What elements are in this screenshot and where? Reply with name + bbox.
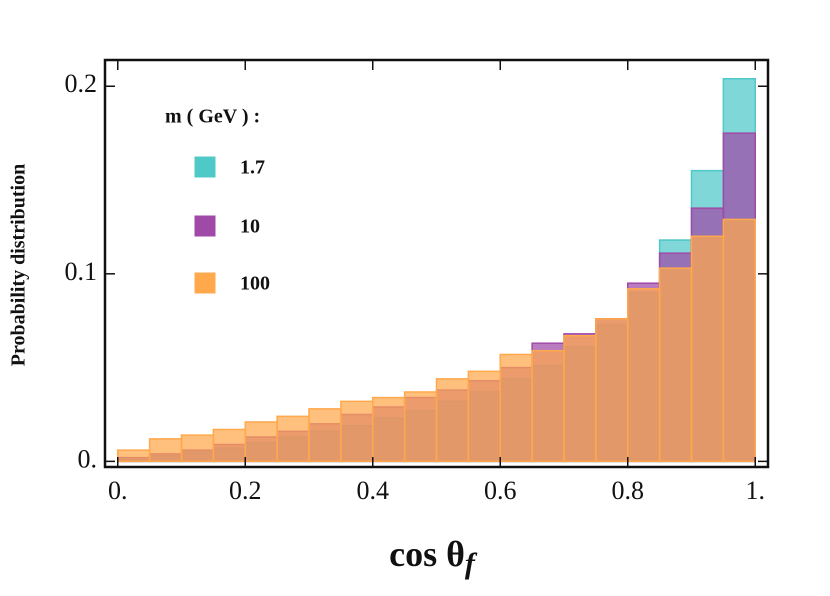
histogram-bar xyxy=(148,438,183,463)
legend: 1.7 10 100 xyxy=(194,156,270,295)
y-tick-label: 0. xyxy=(78,444,98,473)
x-tick-label: 1. xyxy=(746,476,766,505)
x-tick-label: 0.8 xyxy=(612,476,645,505)
legend-swatch xyxy=(194,272,216,294)
legend-label: 100 xyxy=(240,273,270,295)
histogram-bar xyxy=(690,235,725,463)
frame xyxy=(103,58,770,469)
histogram-bar xyxy=(117,449,151,463)
histogram-bar xyxy=(499,353,533,463)
x-axis-label-sub: f xyxy=(465,547,478,580)
legend-label: 10 xyxy=(240,216,260,238)
x-tick-label: 0.4 xyxy=(357,476,390,505)
x-tick-label: 0.6 xyxy=(484,476,517,505)
histogram-bar xyxy=(308,408,342,463)
histogram-bar xyxy=(244,421,278,463)
histogram-bar xyxy=(212,428,246,463)
histogram-bar xyxy=(531,349,565,463)
histogram-bar xyxy=(595,318,629,463)
histogram-bar xyxy=(276,415,310,463)
histogram-bar xyxy=(435,378,470,463)
legend-swatch xyxy=(194,156,216,178)
histogram-bar xyxy=(467,370,501,463)
histogram-bar xyxy=(722,218,756,463)
y-tick-label: 0.1 xyxy=(65,257,98,286)
x-tick-label: 0.2 xyxy=(229,476,262,505)
histogram-bar xyxy=(340,400,374,463)
histogram-bar xyxy=(372,396,406,463)
histogram-bar xyxy=(403,391,438,463)
x-tick-label: 0. xyxy=(108,476,128,505)
y-axis-label: Probability distribution xyxy=(8,164,30,366)
histogram-bar xyxy=(627,288,661,463)
y-tick-label: 0.2 xyxy=(65,69,98,98)
legend-label: 1.7 xyxy=(240,157,265,179)
plot-area xyxy=(117,78,756,463)
histogram-bar xyxy=(180,434,215,463)
histogram-bar xyxy=(658,267,693,463)
legend-swatch xyxy=(194,215,216,237)
x-axis-label-main: cos θ xyxy=(389,534,465,574)
legend-title: m ( GeV ) : xyxy=(165,106,260,128)
histogram-bar xyxy=(563,334,597,463)
x-axis-label: cos θf xyxy=(389,534,478,580)
